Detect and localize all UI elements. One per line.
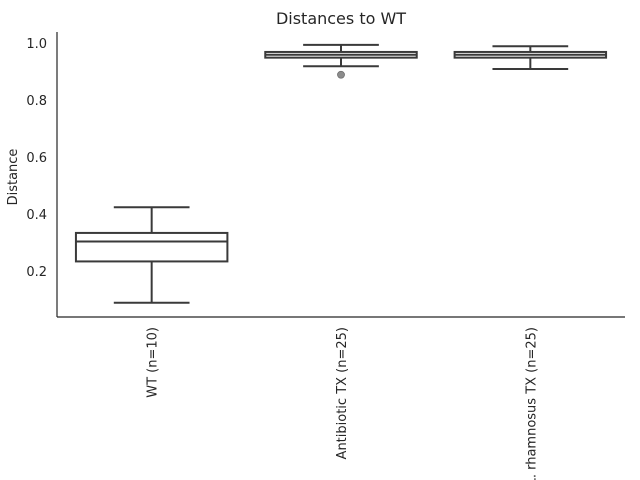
x-tick-label: Antibiotic TX (n=25) (335, 327, 350, 459)
box-group (453, 45, 608, 71)
y-tick-label: 0.2 (26, 265, 47, 280)
box-body (74, 231, 229, 263)
y-tick-label: 0.6 (26, 151, 47, 166)
x-tick-label: L. rhamnosus TX (n=25) (524, 327, 539, 480)
x-ticks: WT (n=10) Antibiotic TX (n=25) L. rhamnosu… (146, 327, 540, 480)
y-ticks: 0.2 0.4 0.6 0.8 1.0 (26, 37, 47, 280)
y-tick-label: 0.4 (26, 208, 47, 223)
boxes (74, 43, 608, 304)
axes (56, 32, 625, 318)
outlier-point (337, 70, 345, 79)
y-tick-label: 0.8 (26, 94, 47, 109)
x-tick-label: WT (n=10) (146, 327, 161, 398)
box-group (74, 206, 229, 304)
box-group (264, 43, 418, 79)
y-axis-label: Distance (6, 149, 21, 206)
y-tick-label: 1.0 (26, 37, 47, 52)
chart-title: Distances to WT (276, 9, 406, 28)
